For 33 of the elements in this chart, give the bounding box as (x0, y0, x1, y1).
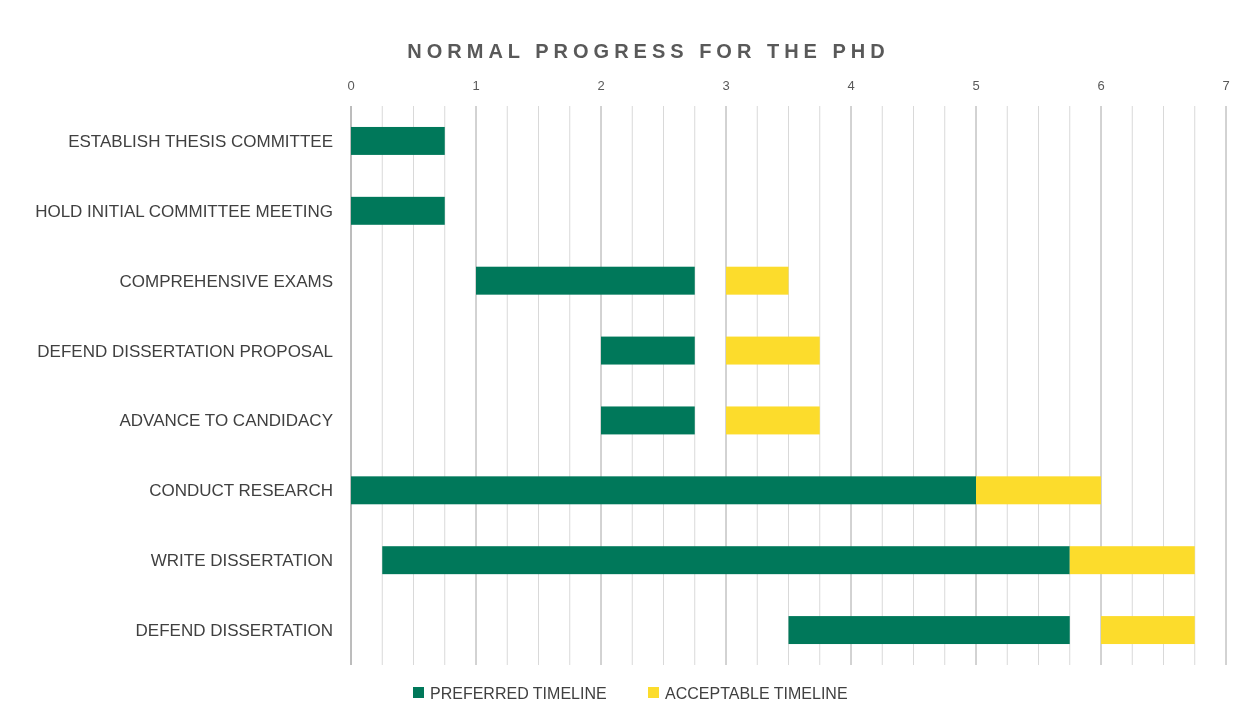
y-tick-label: ESTABLISH THESIS COMMITTEE (68, 131, 333, 151)
x-tick-label: 5 (972, 78, 980, 93)
y-tick-label: DEFEND DISSERTATION (135, 621, 333, 641)
bar (601, 406, 695, 435)
bar (601, 336, 695, 365)
y-tick-label: DEFEND DISSERTATION PROPOSAL (37, 341, 333, 361)
x-tick-label: 1 (472, 78, 480, 93)
bar (351, 126, 445, 155)
bar (788, 616, 1070, 645)
bar (476, 266, 695, 295)
bar (726, 336, 820, 365)
y-tick-label: COMPREHENSIVE EXAMS (119, 271, 333, 291)
y-tick-label: ADVANCE TO CANDIDACY (119, 411, 333, 431)
bar (1069, 546, 1195, 575)
y-tick-label: CONDUCT RESEARCH (149, 481, 333, 501)
bar (351, 476, 976, 505)
x-tick-label: 3 (722, 78, 730, 93)
legend-label: ACCEPTABLE TIMELINE (665, 684, 848, 702)
x-tick-label: 4 (847, 78, 855, 93)
bar (726, 266, 789, 295)
bar (351, 196, 445, 225)
x-tick-label: 6 (1097, 78, 1105, 93)
bar (1101, 616, 1195, 645)
bar (382, 546, 1070, 575)
legend-label: PREFERRED TIMELINE (430, 684, 607, 702)
x-tick-label: 2 (597, 78, 605, 93)
y-tick-label: WRITE DISSERTATION (150, 551, 333, 571)
bar (976, 476, 1101, 505)
x-tick-label: 0 (347, 78, 355, 93)
chart-title: NORMAL PROGRESS FOR THE PHD (407, 40, 890, 62)
y-tick-label: HOLD INITIAL COMMITTEE MEETING (35, 201, 333, 221)
bar (726, 406, 820, 435)
x-tick-label: 7 (1222, 78, 1230, 93)
